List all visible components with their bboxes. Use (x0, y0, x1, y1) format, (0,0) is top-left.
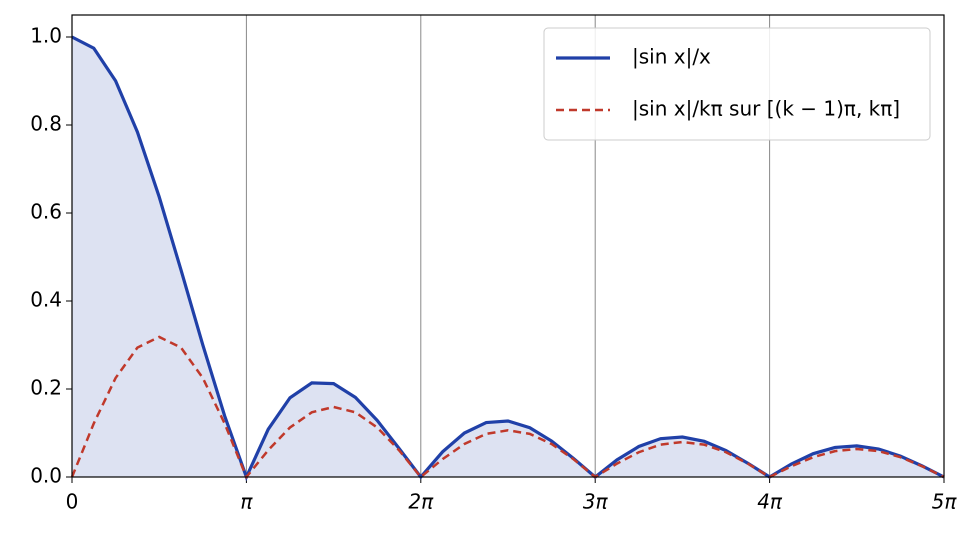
x-tick-label: 5π (932, 490, 958, 514)
x-tick-label: 3π (583, 490, 609, 514)
plot-frame (71, 14, 945, 478)
legend-label: |sin x|/x (632, 45, 711, 69)
x-tick-label: π (240, 490, 253, 514)
area (72, 37, 944, 477)
y-tick-label: 0.0 (30, 464, 62, 488)
y-tick-label: 0.8 (30, 112, 62, 136)
y-tick-label: 0.4 (30, 288, 62, 312)
x-tick-label: 4π (757, 490, 783, 514)
legend: |sin x|/x |sin x|/kπ sur [(k − 1)π, kπ] (543, 27, 931, 141)
legend-label: |sin x|/kπ sur [(k − 1)π, kπ] (632, 97, 900, 121)
line (70, 335, 945, 480)
y-tick-label: 0.6 (30, 200, 62, 224)
y-tick-label: 1.0 (30, 24, 62, 48)
line (71, 35, 945, 482)
legend-box (543, 27, 931, 141)
x-tick-label: 0 (66, 490, 79, 514)
y-tick-label: 0.2 (30, 376, 62, 400)
x-tick-label: 2π (408, 490, 434, 514)
